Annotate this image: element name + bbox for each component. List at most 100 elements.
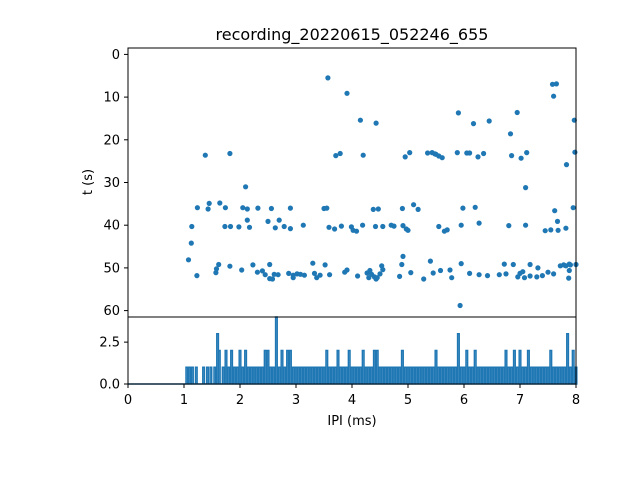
data-point <box>436 223 442 230</box>
histogram-panel: 0.0 2.5 0 1 2 3 4 5 6 7 8 <box>99 316 580 408</box>
data-point <box>344 267 350 273</box>
data-point <box>514 109 520 116</box>
data-point <box>222 205 228 211</box>
data-point <box>244 217 250 223</box>
y-tick-label: 0 <box>112 48 120 63</box>
data-point <box>281 223 287 230</box>
data-point <box>188 240 194 246</box>
data-point <box>520 269 526 275</box>
data-point <box>297 271 304 277</box>
data-point <box>311 270 318 276</box>
data-point <box>527 273 533 279</box>
x-tick-label: 4 <box>348 393 356 408</box>
data-point <box>572 149 578 155</box>
data-point <box>563 225 569 231</box>
data-point <box>271 271 277 277</box>
y-tick-label: 40 <box>103 219 120 234</box>
x-tick-label: 8 <box>572 393 580 408</box>
data-point <box>194 273 200 279</box>
data-point <box>476 272 482 278</box>
data-point <box>268 205 274 212</box>
data-point <box>262 272 268 278</box>
data-point <box>507 131 514 137</box>
data-point <box>250 262 256 268</box>
data-point <box>555 227 561 233</box>
data-point <box>227 223 234 230</box>
data-point <box>408 270 414 276</box>
data-point <box>554 218 561 224</box>
data-point <box>509 153 515 159</box>
data-point <box>563 162 570 168</box>
data-point <box>290 275 296 281</box>
data-point <box>391 223 397 229</box>
data-point <box>300 222 306 228</box>
data-point <box>255 205 261 211</box>
data-point <box>467 270 473 276</box>
data-point <box>338 223 344 229</box>
data-point <box>427 258 433 264</box>
data-point <box>402 154 408 160</box>
data-point <box>400 253 406 259</box>
data-point <box>265 218 271 224</box>
data-point <box>539 273 546 279</box>
chart-title: recording_20220615_052246_655 <box>216 25 489 45</box>
data-point <box>400 223 406 229</box>
data-point <box>375 206 381 212</box>
y-tick-label: 20 <box>103 133 120 148</box>
data-point <box>373 120 379 126</box>
data-point <box>227 150 233 157</box>
data-point <box>484 273 491 279</box>
data-point <box>276 217 282 223</box>
data-point <box>457 302 463 309</box>
y-tick-label: 50 <box>103 261 120 276</box>
data-point <box>399 205 405 212</box>
data-point <box>206 200 212 206</box>
data-point <box>472 204 478 210</box>
data-point <box>216 261 222 268</box>
data-point <box>254 269 260 275</box>
data-point <box>301 272 307 278</box>
data-point <box>548 227 554 233</box>
data-point <box>407 150 413 156</box>
data-point <box>322 262 328 268</box>
y-tick-label: 0.0 <box>99 378 120 393</box>
data-point <box>518 155 524 161</box>
data-point <box>521 275 528 281</box>
x-tick-label: 0 <box>124 393 132 408</box>
data-point <box>534 274 540 280</box>
data-point <box>326 224 332 230</box>
data-point <box>205 206 211 212</box>
data-point <box>421 276 427 282</box>
data-point <box>243 184 249 190</box>
data-point <box>275 272 281 278</box>
data-point <box>455 110 461 116</box>
data-point <box>325 75 331 81</box>
data-point <box>510 261 516 268</box>
data-point <box>551 271 557 277</box>
data-point <box>272 225 278 231</box>
data-point <box>496 272 502 278</box>
data-point <box>269 276 276 282</box>
data-point <box>425 150 431 156</box>
data-point <box>244 206 250 212</box>
data-point <box>236 224 242 230</box>
data-point <box>267 261 273 268</box>
data-point <box>566 267 572 274</box>
data-point <box>185 257 192 263</box>
data-point <box>286 270 292 276</box>
data-point <box>444 227 450 233</box>
data-point <box>523 185 529 191</box>
data-point <box>227 263 233 269</box>
data-point <box>287 205 293 211</box>
data-point <box>355 273 361 279</box>
data-point <box>360 222 366 228</box>
data-point <box>327 272 333 278</box>
data-point <box>566 275 572 281</box>
data-point <box>380 267 386 273</box>
data-point <box>399 261 405 268</box>
data-point <box>194 205 200 211</box>
data-point <box>467 150 473 156</box>
data-point <box>411 202 417 208</box>
histogram-line <box>128 316 578 385</box>
data-point <box>360 152 366 158</box>
